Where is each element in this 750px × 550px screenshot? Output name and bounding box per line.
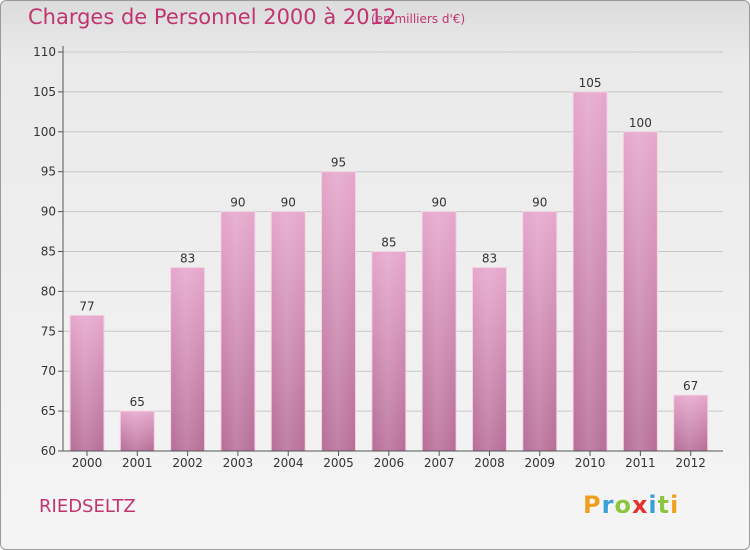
y-tick-label: 105 — [33, 85, 56, 99]
bar-shine — [172, 268, 203, 451]
bar-shine — [373, 252, 404, 451]
y-tick-label: 110 — [33, 45, 56, 59]
x-tick-label: 2011 — [625, 456, 656, 470]
x-tick-label: 2005 — [323, 456, 354, 470]
data-label: 90 — [281, 196, 296, 210]
x-tick-label: 2001 — [122, 456, 153, 470]
logo-letter: i — [648, 491, 658, 519]
data-label: 83 — [180, 251, 195, 265]
x-tick-label: 2000 — [72, 456, 103, 470]
y-tick-label: 75 — [41, 324, 56, 338]
proxiti-logo[interactable]: Proxiti — [583, 491, 679, 519]
bar-shine — [625, 132, 656, 452]
bar-shine — [72, 316, 102, 451]
x-tick-label: 2007 — [424, 456, 455, 470]
x-tick-label: 2010 — [575, 456, 606, 470]
x-tick-label: 2004 — [273, 456, 304, 470]
y-tick-label: 90 — [41, 205, 56, 219]
data-label: 95 — [331, 156, 346, 170]
bar-shine — [675, 396, 706, 451]
bar-shine — [575, 92, 606, 452]
logo-letter: i — [670, 491, 680, 519]
bars — [69, 91, 709, 452]
bar-shine — [273, 212, 304, 451]
bar-shine — [474, 268, 505, 451]
data-label: 90 — [532, 196, 547, 210]
bar-shine — [222, 212, 253, 451]
logo-letter: P — [583, 491, 602, 519]
x-tick-label: 2003 — [223, 456, 254, 470]
chart-title: Charges de Personnel 2000 à 2012 — [28, 5, 397, 29]
y-tick-label: 80 — [41, 284, 56, 298]
bar-shine — [323, 172, 354, 451]
data-label: 67 — [683, 379, 698, 393]
x-tick-label: 2006 — [374, 456, 405, 470]
x-tick-label: 2002 — [172, 456, 203, 470]
y-tick-label: 70 — [41, 364, 56, 378]
logo-letter: o — [614, 491, 632, 519]
data-label: 85 — [381, 236, 396, 250]
labels: 60 65 70 75 80 85 90 95 100 105 110 2000 77 2001 65 200… — [33, 45, 706, 470]
data-label: 90 — [432, 196, 447, 210]
bar-shine — [122, 412, 153, 451]
chart-subtitle: (en milliers d'€) — [371, 12, 466, 26]
commune-name: RIEDSELTZ — [39, 496, 136, 517]
bar-shine — [424, 212, 455, 451]
logo-letter: r — [601, 491, 615, 519]
data-label: 83 — [482, 251, 497, 265]
data-label: 100 — [629, 116, 652, 130]
bar-shine — [524, 212, 555, 451]
data-label: 105 — [579, 76, 602, 90]
x-tick-label: 2009 — [524, 456, 555, 470]
y-tick-label: 100 — [33, 125, 56, 139]
y-tick-label: 60 — [41, 444, 56, 458]
axes — [58, 46, 723, 456]
logo-letter: t — [657, 491, 671, 519]
x-tick-label: 2012 — [675, 456, 706, 470]
data-label: 90 — [230, 196, 245, 210]
x-tick-label: 2008 — [474, 456, 505, 470]
y-tick-label: 85 — [41, 245, 56, 259]
y-tick-label: 95 — [41, 165, 56, 179]
y-tick-label: 65 — [41, 404, 56, 418]
data-label: 65 — [130, 395, 145, 409]
logo-letter: x — [631, 491, 649, 519]
data-label: 77 — [79, 299, 94, 313]
